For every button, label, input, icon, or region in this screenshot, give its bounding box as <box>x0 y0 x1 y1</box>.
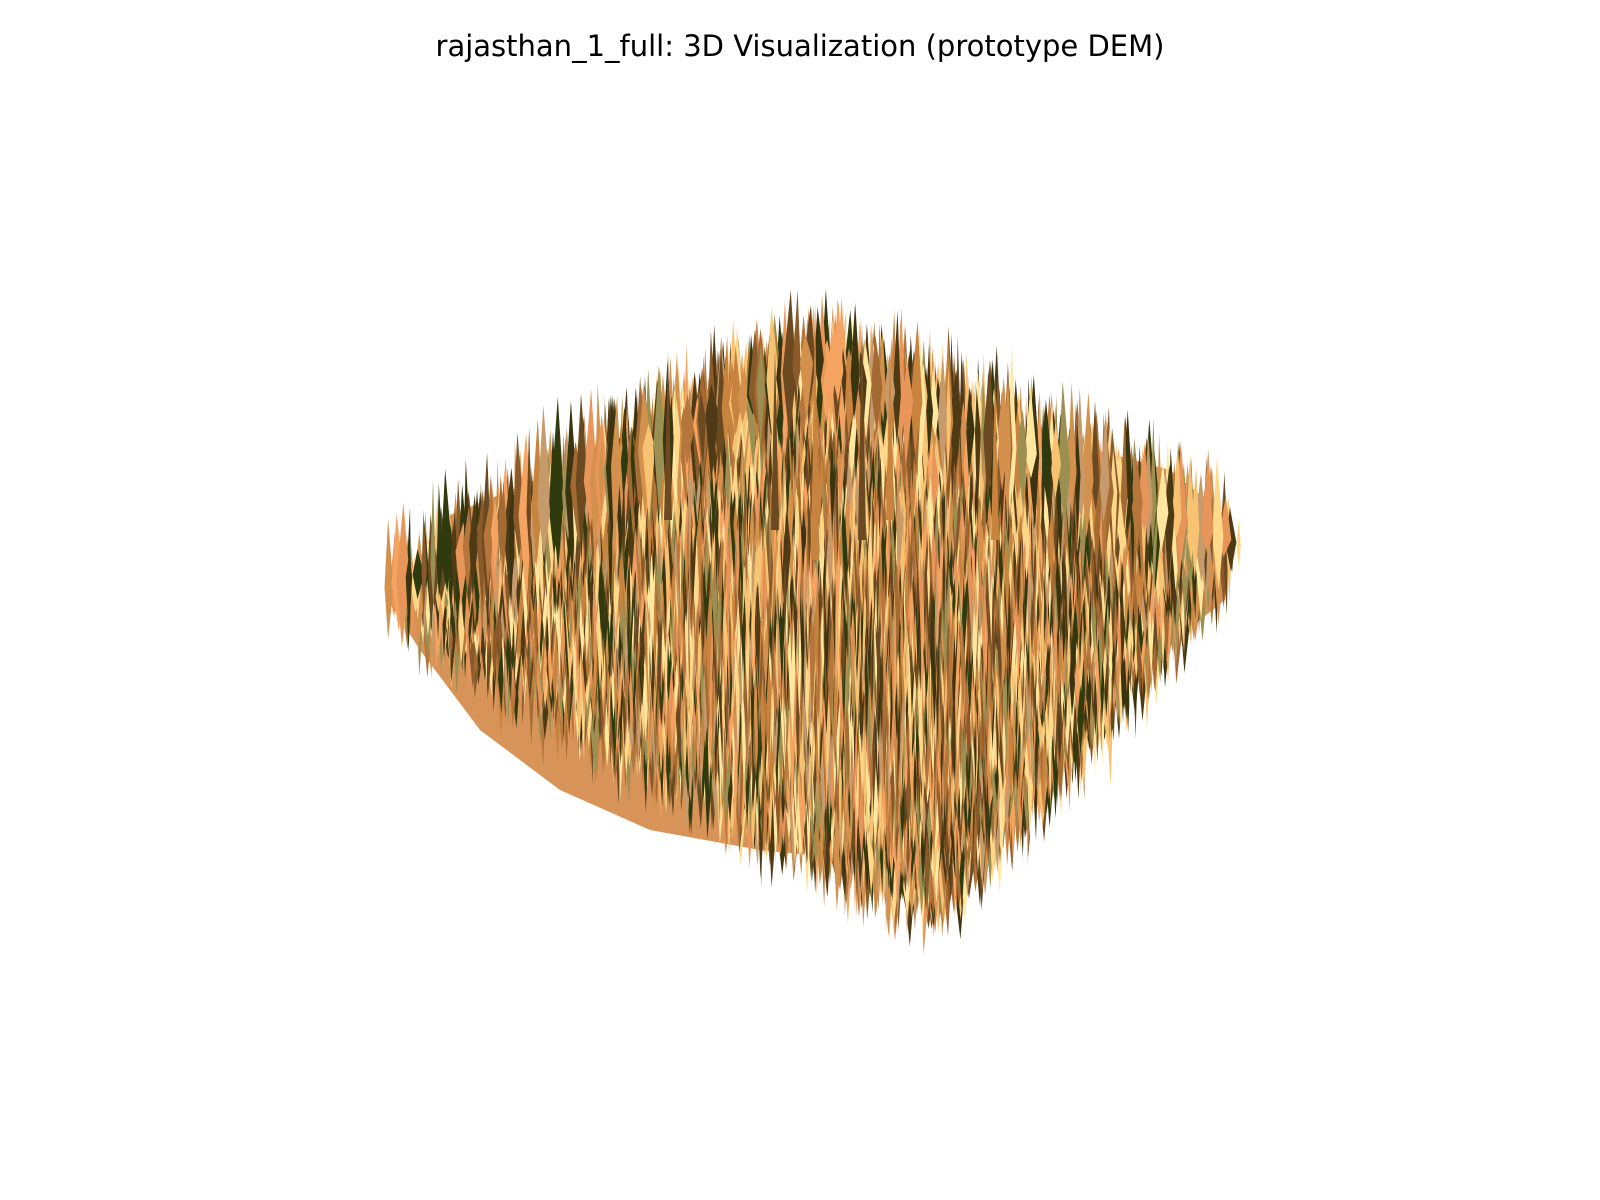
surface-spike <box>1190 467 1200 580</box>
surface-spike <box>1236 517 1241 569</box>
surface-spike <box>1110 449 1118 566</box>
surface-spike <box>1164 464 1175 586</box>
surface-spike <box>1156 462 1169 555</box>
surface-spike <box>1058 381 1071 531</box>
surface-spike <box>1120 416 1128 530</box>
surface-spike <box>1074 422 1081 540</box>
surface-spike <box>1099 411 1110 523</box>
surface-spike <box>1081 391 1094 539</box>
surface-spike <box>1175 440 1188 568</box>
surface-spike <box>1185 455 1195 564</box>
surface-spike <box>1131 453 1143 552</box>
chart-title: rajasthan_1_full: 3D Visualization (prot… <box>435 29 1165 63</box>
surface-spike <box>1067 382 1077 517</box>
surface-spike <box>1212 456 1224 591</box>
surface-spike <box>1201 448 1214 555</box>
surface-spike <box>1193 472 1208 583</box>
